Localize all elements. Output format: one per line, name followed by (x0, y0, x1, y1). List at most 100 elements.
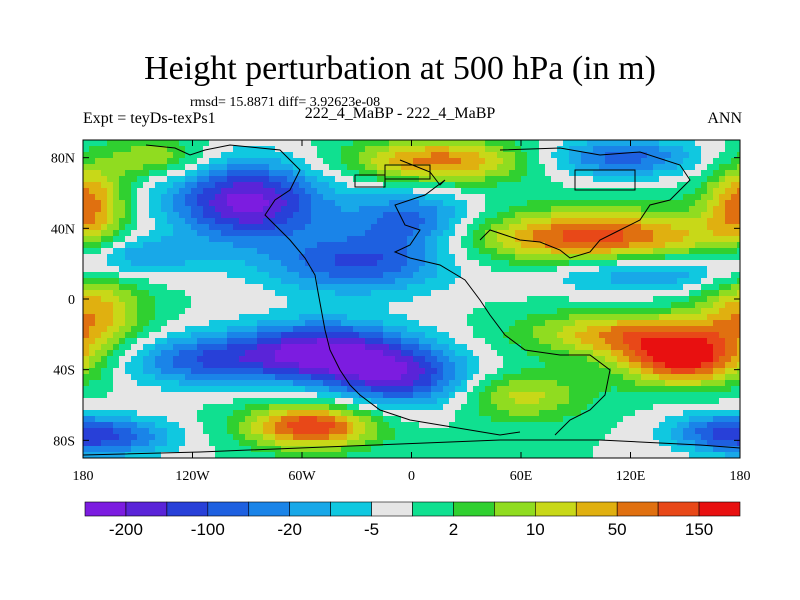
field-cell (221, 230, 228, 237)
field-cell (323, 200, 330, 207)
field-cell (299, 320, 306, 327)
field-cell (425, 236, 432, 243)
field-cell (443, 404, 450, 411)
field-cell (107, 326, 114, 333)
field-cell (311, 314, 318, 321)
field-cell (161, 416, 168, 423)
field-cell (509, 194, 516, 201)
field-cell (365, 290, 372, 297)
field-cell (221, 308, 228, 315)
field-cell (251, 350, 258, 357)
field-cell (185, 194, 192, 201)
field-cell (599, 422, 606, 429)
field-cell (209, 368, 216, 375)
field-cell (449, 284, 456, 291)
field-cell (107, 146, 114, 153)
field-cell (251, 452, 258, 458)
field-cell (569, 164, 576, 171)
field-cell (245, 410, 252, 417)
field-cell (239, 440, 246, 447)
field-cell (143, 410, 150, 417)
field-cell (611, 356, 618, 363)
field-cell (245, 434, 252, 441)
field-cell (257, 386, 264, 393)
field-cell (317, 440, 324, 447)
field-cell (293, 452, 300, 458)
field-cell (365, 158, 372, 165)
field-cell (623, 386, 630, 393)
field-cell (317, 356, 324, 363)
field-cell (377, 296, 384, 303)
field-cell (107, 374, 114, 381)
field-cell (473, 146, 480, 153)
field-cell (635, 392, 642, 399)
field-cell (527, 410, 534, 417)
field-cell (347, 152, 354, 159)
field-cell (311, 146, 318, 153)
field-cell (437, 308, 444, 315)
field-cell (227, 398, 234, 405)
field-cell (107, 284, 114, 291)
field-cell (341, 308, 348, 315)
field-cell (233, 398, 240, 405)
field-cell (215, 314, 222, 321)
field-cell (173, 374, 180, 381)
field-cell (491, 356, 498, 363)
field-cell (455, 152, 462, 159)
field-cell (149, 230, 156, 237)
field-cell (305, 368, 312, 375)
field-cell (629, 434, 636, 441)
field-cell (425, 308, 432, 315)
field-cell (575, 206, 582, 213)
field-cell (257, 254, 264, 261)
field-cell (419, 212, 426, 219)
field-cell (587, 212, 594, 219)
field-cell (437, 230, 444, 237)
field-cell (311, 200, 318, 207)
field-cell (635, 380, 642, 387)
field-cell (227, 320, 234, 327)
field-cell (143, 236, 150, 243)
field-cell (365, 272, 372, 279)
field-cell (227, 194, 234, 201)
field-cell (203, 140, 210, 147)
field-cell (227, 416, 234, 423)
field-cell (455, 242, 462, 249)
field-cell (593, 212, 600, 219)
field-cell (587, 404, 594, 411)
field-cell (539, 164, 546, 171)
field-cell (509, 314, 516, 321)
field-cell (389, 398, 396, 405)
field-cell (311, 164, 318, 171)
field-cell (341, 302, 348, 309)
field-cell (221, 344, 228, 351)
field-cell (431, 206, 438, 213)
field-cell (305, 188, 312, 195)
field-cell (641, 206, 648, 213)
field-cell (287, 224, 294, 231)
field-cell (593, 380, 600, 387)
field-cell (353, 386, 360, 393)
field-cell (173, 194, 180, 201)
field-cell (479, 212, 486, 219)
field-cell (479, 386, 486, 393)
field-cell (83, 344, 90, 351)
field-cell (395, 428, 402, 435)
field-cell (503, 302, 510, 309)
field-cell (173, 350, 180, 357)
field-cell (299, 398, 306, 405)
field-cell (203, 242, 210, 249)
field-cell (257, 152, 264, 159)
field-cell (311, 338, 318, 345)
field-cell (119, 254, 126, 261)
field-cell (311, 362, 318, 369)
field-cell (557, 248, 564, 255)
field-cell (563, 428, 570, 435)
field-cell (353, 392, 360, 399)
field-cell (383, 320, 390, 327)
field-cell (179, 332, 186, 339)
field-cell (245, 314, 252, 321)
field-cell (473, 188, 480, 195)
field-cell (299, 272, 306, 279)
field-cell (599, 416, 606, 423)
